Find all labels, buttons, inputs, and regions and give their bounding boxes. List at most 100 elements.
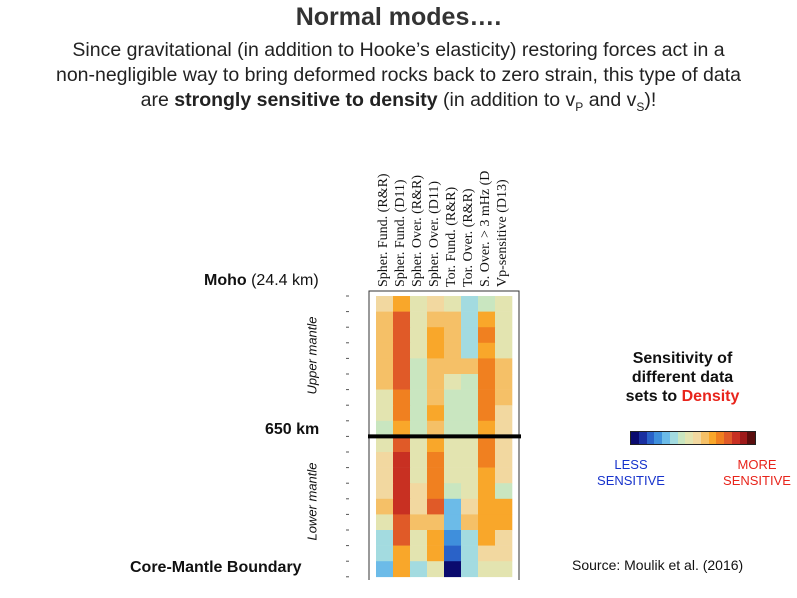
cmb-label: Core-Mantle Boundary [130, 559, 302, 576]
heatmap-cell [376, 498, 394, 515]
heatmap-cell [410, 389, 428, 406]
heatmap-cell [376, 561, 394, 578]
heatmap-cell [444, 545, 462, 562]
heatmap-cell [495, 514, 513, 531]
heatmap-cell [461, 498, 479, 515]
heatmap-cell [376, 483, 394, 500]
legend-density-word: Density [681, 388, 740, 405]
heatmap-cell [427, 467, 445, 484]
heatmap-cell [444, 420, 462, 437]
heatmap-cell [410, 483, 428, 500]
moho-label-bold: Moho [204, 272, 247, 289]
moho-label: Moho (24.4 km) [204, 272, 319, 290]
heatmap-cell [410, 545, 428, 562]
heatmap-cell [495, 311, 513, 328]
heatmap-cell [444, 405, 462, 422]
subtitle: Since gravitational (in addition to Hook… [0, 38, 797, 120]
subtitle-emphasis: strongly sensitive to density [174, 89, 438, 111]
heatmap-cell [376, 311, 394, 328]
heatmap-cell [427, 483, 445, 500]
heatmap-cell [478, 327, 496, 344]
source-citation: Source: Moulik et al. (2016) [572, 557, 744, 573]
subtitle-text: and v [583, 89, 637, 111]
heatmap-cell [427, 545, 445, 562]
heatmap-cell [427, 327, 445, 344]
heatmap-cell [393, 436, 411, 453]
heatmap-cell [427, 530, 445, 546]
heatmap-cell [427, 311, 445, 328]
heatmap-cell [427, 296, 445, 312]
heatmap-cell [495, 405, 513, 422]
heatmap-cell [393, 358, 411, 375]
more-label-line: MORE [737, 457, 777, 472]
heatmap-cell [478, 561, 496, 578]
heatmap-cell [376, 327, 394, 344]
colorbar-swatch [654, 432, 662, 444]
heatmap-cell [393, 545, 411, 562]
heatmap-cell [393, 452, 411, 468]
heatmap-cell [376, 374, 394, 390]
heatmap-cell [495, 545, 513, 562]
page-title: Normal modes…. [295, 3, 502, 31]
heatmap-cell [393, 327, 411, 344]
heatmap-cell [478, 452, 496, 468]
colorbar-swatch [646, 432, 655, 444]
heatmap-cell [495, 467, 513, 484]
heatmap-cell [478, 436, 496, 453]
650km-label: 650 km [265, 421, 320, 438]
colorbar-swatch [693, 432, 701, 444]
upper-mantle-label: Upper mantle [304, 316, 320, 395]
column-label: Tor. Over. (R&R) [461, 188, 476, 287]
heatmap-cell [461, 342, 479, 359]
lower-mantle-label: Lower mantle [304, 462, 320, 541]
column-label: S. Over. > 3 mHz (D [478, 170, 493, 287]
heatmap-cell [444, 452, 462, 468]
heatmap-cell [376, 389, 394, 406]
colorbar-swatch [731, 432, 740, 444]
heatmap-cell [393, 342, 411, 359]
heatmap-cell [495, 436, 513, 453]
heatmap-cell [495, 327, 513, 344]
heatmap-cell [444, 530, 462, 546]
heatmap-cell [393, 530, 411, 546]
colorbar-swatch [685, 432, 693, 444]
colorbar-swatch [638, 432, 647, 444]
heatmap-cell [376, 514, 394, 531]
sensitivity-heatmap [346, 290, 521, 580]
heatmap-cell [461, 436, 479, 453]
heatmap-cell [461, 452, 479, 468]
heatmap-cell [461, 327, 479, 344]
legend-title-text: sets to [625, 388, 682, 405]
heatmap-cell [495, 358, 513, 375]
heatmap-cell [393, 561, 411, 578]
heatmap-cell [427, 498, 445, 515]
heatmap-cell [444, 483, 462, 500]
heatmap-cell [478, 405, 496, 422]
heatmap-cell [376, 545, 394, 562]
heatmap-cell [461, 561, 479, 578]
heatmap-cell [461, 514, 479, 531]
heatmap-cell [478, 296, 496, 312]
heatmap-cell [393, 405, 411, 422]
colorbar-swatch [739, 432, 748, 444]
heatmap-cell [376, 436, 394, 453]
heatmap-cell [427, 342, 445, 359]
legend-title-line: sets to Density [600, 387, 765, 406]
colorbar-swatch [747, 432, 755, 444]
heatmap-cell [376, 342, 394, 359]
heatmap-cell [478, 358, 496, 375]
heatmap-cell [410, 327, 428, 344]
subtitle-text: (in addition to v [437, 89, 576, 111]
heatmap-cell [393, 374, 411, 390]
heatmap-cell [444, 342, 462, 359]
heatmap-cell [427, 514, 445, 531]
heatmap-cell [478, 311, 496, 328]
heatmap-cell [393, 420, 411, 437]
heatmap-cell [495, 420, 513, 437]
heatmap-cell [410, 420, 428, 437]
heatmap-cell [427, 374, 445, 390]
column-label: Spher. Over. (R&R) [410, 175, 425, 287]
subtitle-text: )! [644, 89, 657, 111]
moho-depth: (24.4 km) [246, 272, 319, 289]
heatmap-cell [376, 405, 394, 422]
